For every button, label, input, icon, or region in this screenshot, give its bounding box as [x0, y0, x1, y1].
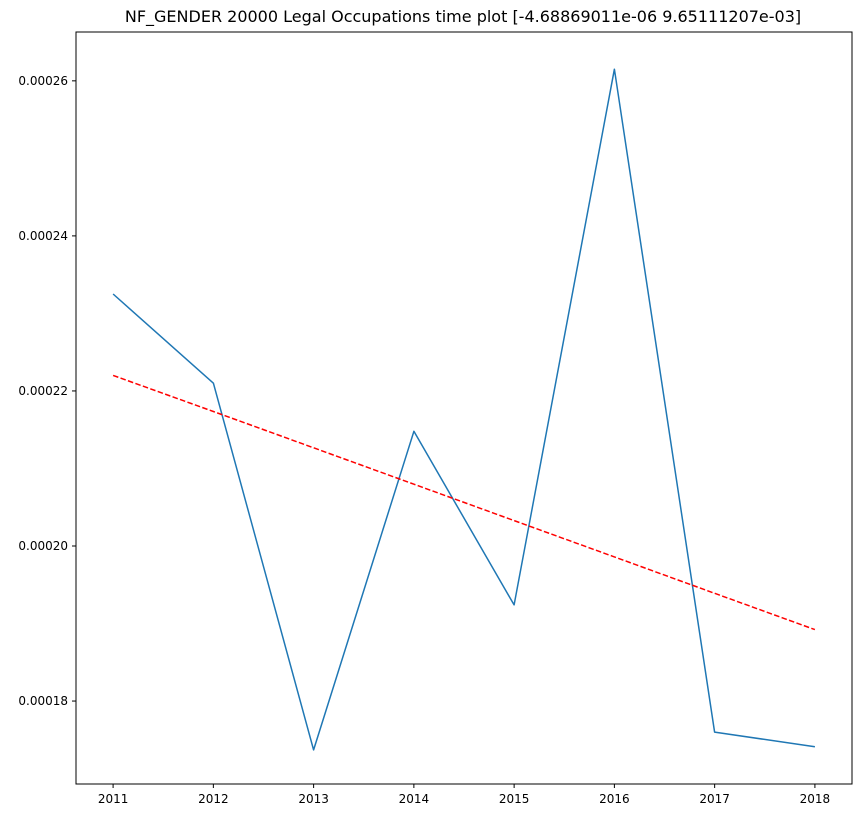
y-tick-label: 0.00026: [18, 74, 68, 88]
y-tick-label: 0.00024: [18, 229, 68, 243]
x-tick-label: 2016: [599, 792, 630, 806]
x-tick-label: 2014: [399, 792, 430, 806]
x-tick-label: 2017: [699, 792, 730, 806]
x-tick-label: 2011: [98, 792, 129, 806]
axes: 2011 2012 2013 2014 2015 2016 2017 2018 0.00018 0…: [18, 74, 830, 806]
y-tick-label: 0.00022: [18, 384, 68, 398]
chart-marks: [112, 68, 816, 751]
x-tick-label: 2018: [800, 792, 831, 806]
series-line: [112, 68, 816, 751]
x-tick-label: 2013: [298, 792, 329, 806]
x-tick-label: 2012: [198, 792, 229, 806]
y-tick-label: 0.00020: [18, 539, 68, 553]
y-tick-label: 0.00018: [18, 694, 68, 708]
x-tick-label: 2015: [499, 792, 530, 806]
chart-title: NF_GENDER 20000 Legal Occupations time p…: [125, 7, 801, 27]
trend-line: [112, 374, 816, 631]
plot-area: [75, 31, 853, 785]
